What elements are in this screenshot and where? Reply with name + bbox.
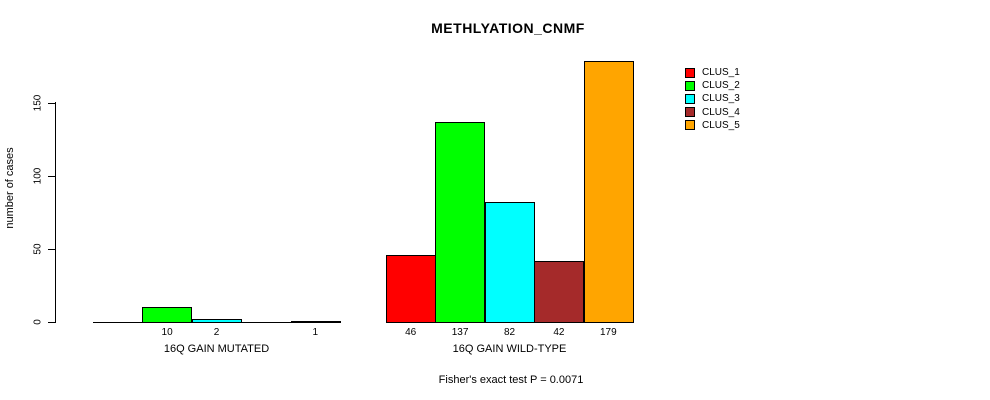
bar-value-label: 42 [553,327,565,338]
y-tick [48,103,55,104]
zero-bar-clus_1 [93,322,143,323]
y-axis-line [55,102,56,323]
bar-clus_3 [485,202,535,323]
bar-clus_3 [192,319,242,323]
legend-label: CLUS_5 [702,119,740,131]
y-tick [48,176,55,177]
bar-value-label: 82 [503,327,516,338]
annotation-fisher-test: Fisher's exact test P = 0.0071 [438,374,584,386]
bar-value-label: 46 [405,327,417,338]
bar-value-label: 179 [599,327,617,338]
bar-clus_5 [584,61,634,323]
x-group-label: 16Q GAIN WILD-TYPE [452,343,567,355]
legend-entry: CLUS_4 [685,106,740,119]
legend-entry: CLUS_2 [685,79,740,92]
bar-clus_1 [386,255,436,323]
bar-clus_2 [142,307,192,323]
bar-value-label: 137 [451,327,469,338]
x-group-label: 16Q GAIN MUTATED [163,343,270,355]
legend-entry: CLUS_1 [685,66,740,79]
legend-entry: CLUS_5 [685,119,740,132]
y-tick-label: 50 [32,243,44,255]
legend: CLUS_1 CLUS_2 CLUS_3 CLUS_4 CLUS_5 [685,66,740,132]
legend-swatch-icon [685,80,695,91]
legend-swatch-icon [685,120,695,131]
bar-value-label: 1 [312,327,319,338]
legend-label: CLUS_3 [702,93,740,105]
legend-swatch-icon [685,93,695,104]
y-tick-label: 150 [32,94,44,112]
y-axis-label: number of cases [4,147,16,229]
y-tick [48,249,55,250]
legend-entry: CLUS_3 [685,92,740,105]
legend-label: CLUS_4 [702,106,740,118]
zero-bar-clus_4 [241,322,291,323]
y-tick [48,322,55,323]
bar-clus_2 [435,122,485,323]
legend-swatch-icon [685,67,695,78]
bar-value-label: 10 [161,327,173,338]
chart-title: METHLYATION_CNMF [431,20,585,36]
bar-clus_4 [534,261,584,323]
bar-clus_5 [291,321,341,323]
bar-value-label: 2 [213,327,220,338]
legend-label: CLUS_2 [702,80,740,92]
legend-swatch-icon [685,107,695,118]
legend-label: CLUS_1 [702,67,740,79]
y-tick-label: 100 [32,167,44,185]
y-tick-label: 0 [32,319,44,325]
